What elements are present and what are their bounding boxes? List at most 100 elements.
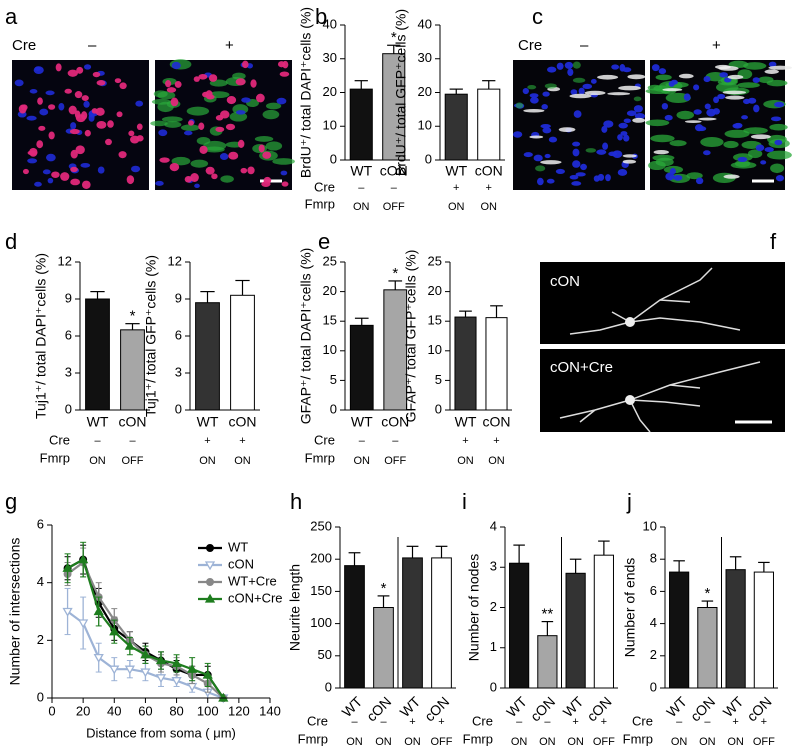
x-tick-label: cON: [687, 693, 718, 724]
cell: [734, 160, 751, 168]
y-tick-label: 12: [58, 253, 72, 268]
cell: [700, 137, 724, 148]
condition-value: ON: [567, 736, 584, 748]
cell: [564, 61, 574, 69]
cell: [92, 71, 101, 78]
cell: [620, 131, 628, 136]
cell: [29, 147, 38, 157]
panel-letter: b: [315, 4, 327, 29]
cell: [597, 74, 619, 80]
x-tick-label: cON: [380, 163, 408, 179]
significance: *: [392, 265, 398, 282]
condition-label: Cre: [314, 432, 335, 447]
condition-value: +: [453, 182, 459, 194]
bar: [593, 554, 614, 689]
cell: [770, 163, 785, 174]
condition-value: +: [732, 716, 738, 728]
cell: [596, 149, 607, 155]
marker: [204, 561, 216, 571]
cell: [618, 85, 641, 91]
marker: [140, 668, 151, 678]
cell: [724, 129, 750, 138]
cell: [282, 60, 289, 69]
condition-value: OFF: [383, 201, 405, 213]
y-tick-label: 6: [650, 583, 657, 598]
y-tick-label: 100: [310, 615, 332, 630]
cell: [752, 77, 760, 83]
cell: [186, 106, 210, 116]
cell: [523, 152, 533, 158]
cell: [240, 167, 248, 174]
cell: [737, 82, 760, 88]
y-tick-label: 2: [490, 599, 497, 614]
y-tick-label: 10: [418, 118, 432, 133]
y-tick-label: 250: [310, 518, 332, 533]
cell: [58, 102, 65, 111]
cell: [546, 178, 555, 184]
cell: [669, 140, 687, 147]
cell: [530, 96, 539, 104]
condition-label: Fmrp: [298, 731, 328, 746]
x-axis-label: Distance from soma ( μm): [86, 725, 236, 740]
cell: [523, 109, 545, 113]
panel-letter: e: [318, 229, 330, 254]
condition-label: Cre: [307, 713, 328, 728]
cell: [114, 78, 122, 84]
cell: [80, 162, 91, 168]
cell: [26, 115, 37, 121]
y-tick-label: 15: [323, 313, 337, 328]
cell: [750, 134, 771, 140]
cell: [547, 66, 557, 73]
x-tick-label: 140: [259, 703, 281, 718]
cell: [190, 159, 209, 168]
cell: [766, 150, 792, 160]
cell: [157, 91, 176, 100]
cell: [618, 122, 628, 129]
condition-value: –: [380, 716, 387, 728]
cell: [769, 123, 788, 131]
cell: [116, 111, 123, 118]
cell: [626, 110, 637, 117]
cell: [130, 165, 141, 173]
cell: [575, 172, 586, 177]
cell: [220, 110, 230, 119]
x-tick-label: cON: [363, 693, 394, 724]
cell: [184, 175, 192, 183]
neuron-trace: [559, 267, 761, 433]
y-tick-label: 5: [435, 372, 442, 387]
marker: [171, 658, 182, 668]
cell: [755, 144, 765, 152]
cell: [193, 76, 200, 82]
cell: [237, 139, 245, 149]
bar: [230, 294, 255, 411]
cell: [254, 136, 274, 142]
y-tick-label: 8: [650, 551, 657, 566]
cell: [607, 92, 631, 96]
cell: [529, 135, 544, 139]
y-tick-label: 0: [650, 679, 657, 694]
cell: [83, 100, 90, 108]
y-tick-label: 50: [318, 647, 332, 662]
cell: [527, 84, 537, 90]
cell: [578, 87, 585, 95]
cell: [83, 64, 92, 70]
bar: [509, 562, 530, 689]
condition-label: Fmrp: [623, 731, 653, 746]
y-tick-label: 0: [325, 679, 332, 694]
condition-value: OFF: [122, 455, 144, 467]
image-label: +: [225, 37, 234, 54]
significance: *: [704, 585, 710, 602]
cell: [766, 79, 788, 87]
legend-label: WT: [228, 539, 248, 554]
cell: [693, 109, 702, 115]
cell: [241, 97, 251, 103]
cell: [48, 104, 56, 110]
cell: [572, 148, 580, 157]
cell: [580, 163, 587, 171]
y-tick-label: 20: [428, 283, 442, 298]
marker: [155, 674, 167, 684]
cell: [170, 97, 179, 107]
cell: [258, 144, 265, 153]
x-tick-label: 60: [138, 703, 152, 718]
cell: [723, 174, 740, 179]
